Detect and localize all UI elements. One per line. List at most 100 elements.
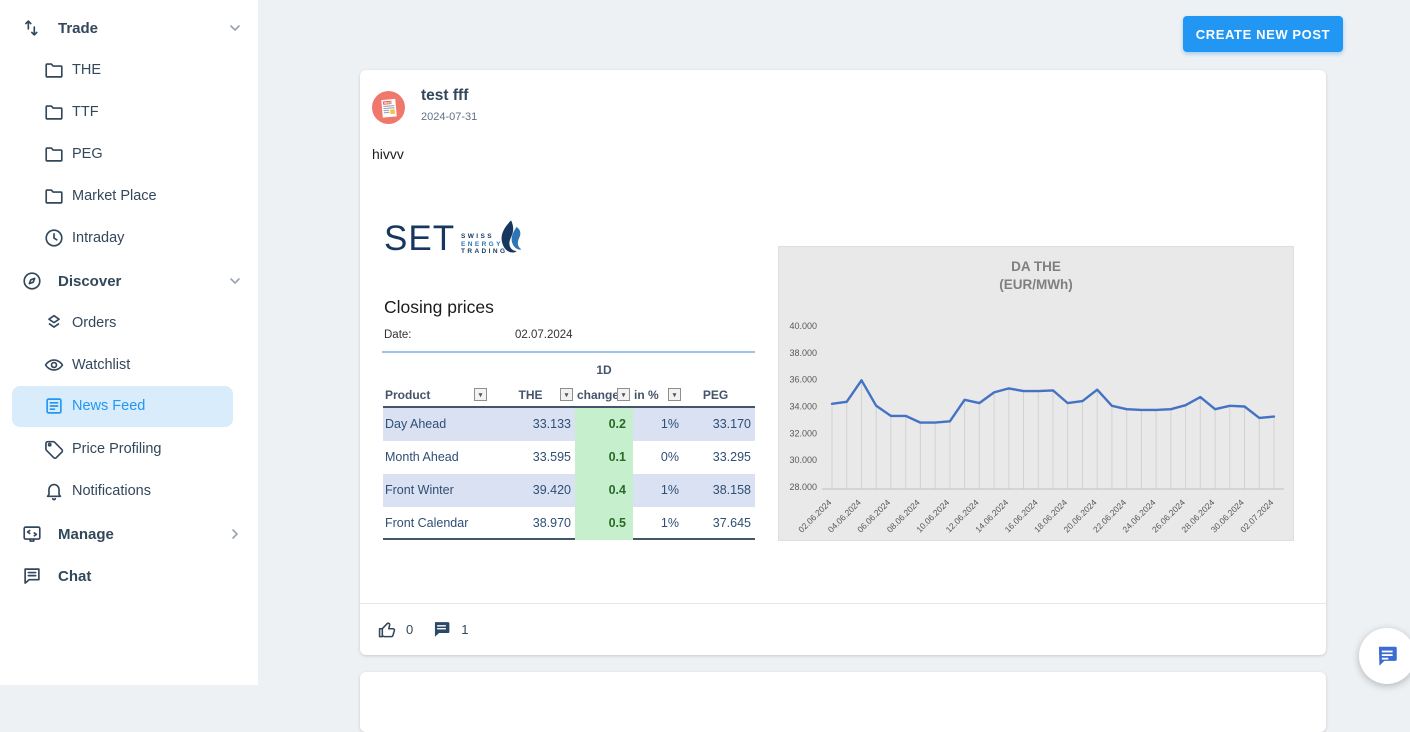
news-avatar: NEWS <box>372 91 405 124</box>
thumbs-up-icon <box>378 621 396 637</box>
sidebar-item-news-feed[interactable]: News Feed <box>0 385 258 427</box>
svg-text:28.000: 28.000 <box>789 482 817 492</box>
sidebar-item-discover[interactable]: Discover <box>0 260 258 302</box>
svg-text:32.000: 32.000 <box>789 428 817 438</box>
swap-vertical-icon <box>20 16 44 40</box>
sidebar-item-watchlist[interactable]: Watchlist <box>0 344 258 386</box>
post-title: test fff <box>421 87 469 104</box>
newspaper-icon: NEWS <box>380 98 397 118</box>
sidebar-item-notifications[interactable]: Notifications <box>0 470 258 512</box>
sidebar-item-label: THE <box>72 62 101 78</box>
post-attachment-image: SET SWISS ENERGY TRADING Closing prices … <box>372 195 1294 567</box>
compass-icon <box>20 269 44 293</box>
sidebar-item-label: Price Profiling <box>72 441 162 457</box>
comment-icon <box>435 622 450 637</box>
sidebar-item-ttf[interactable]: TTF <box>0 91 258 133</box>
column-header-peg: PEG <box>702 388 729 402</box>
date-value: 02.07.2024 <box>515 329 573 341</box>
divider <box>382 351 755 353</box>
post-body-text: hivvv <box>372 146 404 162</box>
flame-icon <box>501 220 522 253</box>
closing-prices-title: Closing prices <box>384 297 494 317</box>
sidebar-item-label: Chat <box>58 567 92 585</box>
comments-button[interactable] <box>431 619 452 640</box>
svg-text:36.000: 36.000 <box>789 375 817 385</box>
like-count: 0 <box>406 622 414 637</box>
sidebar-item-manage[interactable]: Manage <box>0 513 258 555</box>
filter-dropdown-button[interactable]: ▾ <box>474 388 487 401</box>
cell-the: 39.420 <box>532 483 571 497</box>
tagline-swiss: SWISS <box>461 233 494 240</box>
monitor-transfer-icon <box>20 522 44 546</box>
sidebar-item-label: Manage <box>58 525 114 543</box>
filter-dropdown-button[interactable]: ▾ <box>560 388 573 401</box>
folder-icon <box>42 184 66 208</box>
eye-icon <box>42 353 66 377</box>
cell-peg: 33.295 <box>712 450 751 464</box>
sidebar-item-label: PEG <box>72 146 103 162</box>
sidebar-item-orders[interactable]: Orders <box>0 302 258 344</box>
sidebar-item-the[interactable]: THE <box>0 49 258 91</box>
tagline-energy: ENERGY <box>461 240 503 248</box>
sidebar-item-label: Orders <box>72 315 117 331</box>
date-label: Date: <box>384 329 412 341</box>
table-header-row: 1D Product ▾ THE ▾ change ▾ in % ▾ PEG <box>383 363 755 408</box>
sidebar-item-label: Notifications <box>72 483 151 499</box>
cell-product: Month Ahead <box>385 450 459 464</box>
sidebar-item-label: Intraday <box>72 230 125 246</box>
tag-icon <box>42 437 66 461</box>
cell-product: Day Ahead <box>385 417 447 431</box>
sidebar-item-chat[interactable]: Chat <box>0 555 258 597</box>
table-body: Day Ahead 33.133 0.2 1% 33.170 Month Ahe… <box>383 408 755 540</box>
sidebar-item-price-profiling[interactable]: Price Profiling <box>0 428 258 470</box>
cell-pct: 0% <box>660 450 679 464</box>
change-column-highlight <box>575 408 633 540</box>
cell-the: 38.970 <box>532 516 571 530</box>
post-date: 2024-07-31 <box>421 111 478 123</box>
chevron-down-icon <box>227 20 243 36</box>
folder-icon <box>42 142 66 166</box>
svg-text:34.000: 34.000 <box>789 402 817 412</box>
svg-text:NEWS: NEWS <box>383 100 391 105</box>
cell-change: 0.1 <box>608 450 626 464</box>
set-logo-text: SET <box>384 219 456 258</box>
svg-text:DA THE: DA THE <box>1011 259 1061 274</box>
sidebar-item-peg[interactable]: PEG <box>0 133 258 175</box>
cell-peg: 37.645 <box>712 516 751 530</box>
sidebar-item-label: TTF <box>72 104 99 120</box>
cell-pct: 1% <box>660 483 679 497</box>
svg-text:40.000: 40.000 <box>789 321 817 331</box>
cell-the: 33.595 <box>532 450 571 464</box>
cell-change: 0.5 <box>608 516 626 530</box>
folder-icon <box>42 100 66 124</box>
set-logo-tagline: SWISS ENERGY TRADING <box>461 233 507 256</box>
like-button[interactable] <box>377 619 399 641</box>
da-the-line-chart: 40.000 38.000 36.000 34.000 32.000 30.000 28.0… <box>778 246 1294 541</box>
column-header-change: change <box>577 388 620 402</box>
create-new-post-button[interactable]: CREATE NEW POST <box>1183 16 1343 52</box>
filter-dropdown-button[interactable]: ▾ <box>668 388 681 401</box>
column-header-product: Product <box>385 388 431 402</box>
cell-peg: 33.170 <box>712 417 751 431</box>
news-feed-icon <box>42 394 66 418</box>
table-row <box>383 474 755 507</box>
chevron-down-icon <box>227 273 243 289</box>
next-post-card <box>360 672 1326 732</box>
active-item-highlight <box>12 386 233 427</box>
sidebar-item-market-place[interactable]: Market Place <box>0 175 258 217</box>
sidebar-item-label: Trade <box>58 19 99 37</box>
column-header-1d: 1D <box>596 363 612 377</box>
folder-icon <box>42 58 66 82</box>
svg-text:30.000: 30.000 <box>789 455 817 465</box>
chat-fab-button[interactable] <box>1359 628 1410 684</box>
cell-change: 0.4 <box>608 483 626 497</box>
svg-text:38.000: 38.000 <box>789 348 817 358</box>
sidebar-item-label: News Feed <box>72 398 146 414</box>
sidebar-item-intraday[interactable]: Intraday <box>0 217 258 259</box>
sidebar-item-label: Market Place <box>72 188 157 204</box>
cell-product: Front Calendar <box>385 516 469 530</box>
sidebar-item-trade[interactable]: Trade <box>0 7 258 49</box>
filter-dropdown-button[interactable]: ▾ <box>617 388 630 401</box>
main-content: CREATE NEW POST NEWS test fff 2024-07-31… <box>258 0 1410 732</box>
column-header-the: THE <box>518 388 543 402</box>
